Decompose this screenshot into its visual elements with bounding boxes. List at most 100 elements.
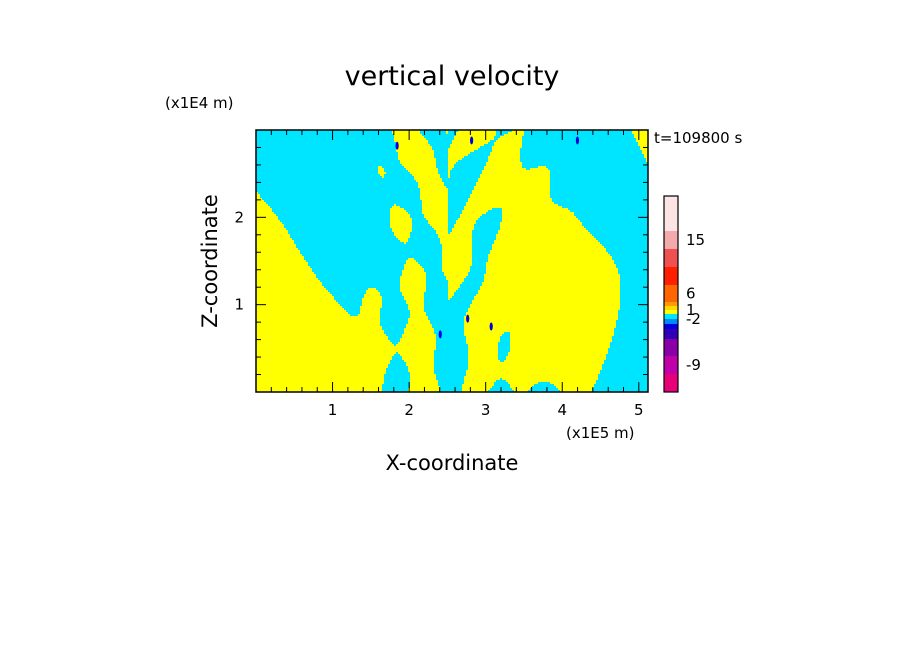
field-cell <box>442 270 470 272</box>
field-cell <box>256 300 336 302</box>
field-cell <box>476 184 550 186</box>
field-cell <box>436 230 448 232</box>
field-cell <box>462 384 494 386</box>
field-cell <box>448 166 454 168</box>
field-cell <box>448 158 462 160</box>
field-cell <box>466 374 598 376</box>
colorbar-swatch <box>664 231 678 249</box>
field-cell <box>486 262 614 264</box>
field-cell <box>256 206 270 208</box>
field-cell <box>452 142 488 144</box>
field-cell <box>404 330 434 332</box>
field-cell <box>470 194 550 196</box>
field-cell <box>464 332 504 334</box>
colorbar-label: -9 <box>686 356 701 374</box>
field-cell <box>256 384 382 386</box>
field-cell <box>404 166 436 168</box>
field-cell <box>410 316 428 318</box>
field-cell <box>636 138 648 140</box>
field-cell <box>400 286 426 288</box>
field-cell <box>256 380 384 382</box>
field-cell <box>422 204 448 206</box>
field-cell <box>400 282 426 284</box>
field-cell <box>496 140 522 142</box>
field-cell <box>360 306 382 308</box>
field-cell <box>422 210 448 212</box>
field-cell <box>448 172 450 174</box>
field-cell <box>256 296 334 298</box>
field-cell <box>464 324 616 326</box>
field-cell <box>478 292 620 294</box>
field-cell <box>404 298 424 300</box>
field-cell <box>456 132 496 134</box>
field-cell <box>430 224 448 226</box>
chart-title: vertical velocity <box>345 61 560 92</box>
field-cell <box>482 282 620 284</box>
field-cell <box>360 312 380 314</box>
field-cell <box>468 346 498 348</box>
field-cell <box>256 352 396 354</box>
field-cell <box>408 366 434 368</box>
field-cell <box>448 292 454 294</box>
field-cell <box>448 280 464 282</box>
field-blob <box>489 322 493 331</box>
field-cell <box>368 288 376 290</box>
field-cell <box>392 228 412 230</box>
field-cell <box>474 188 550 190</box>
field-cell <box>396 142 428 144</box>
field-cell <box>472 190 550 192</box>
field-cell <box>464 380 496 382</box>
field-cell <box>256 292 330 294</box>
field-cell <box>466 342 498 344</box>
field-cell <box>396 144 430 146</box>
field-cell <box>634 136 648 138</box>
field-cell <box>454 136 494 138</box>
field-cell <box>480 286 620 288</box>
field-blob <box>395 141 399 150</box>
field-cell <box>440 240 472 242</box>
colorbar-swatch <box>664 374 678 392</box>
field-cell <box>256 198 262 200</box>
field-cell <box>410 312 426 314</box>
field-cell <box>408 170 438 172</box>
field-cell <box>396 148 432 150</box>
field-cell <box>466 336 500 338</box>
field-cell <box>470 306 620 308</box>
field-cell <box>448 152 470 154</box>
field-cell <box>256 320 380 322</box>
field-cell <box>468 198 552 200</box>
field-cell <box>446 132 448 134</box>
field-cell <box>256 324 380 326</box>
colorbar-frame <box>663 195 679 393</box>
field-cell <box>500 222 582 224</box>
field-cell <box>256 232 288 234</box>
field-cell <box>466 204 558 206</box>
field-cell <box>256 246 296 248</box>
field-cell <box>466 202 554 204</box>
colorbar-swatch <box>664 339 678 356</box>
field-cell <box>256 378 384 380</box>
field-cell <box>442 268 470 270</box>
field-blob <box>575 136 580 145</box>
field-cell <box>256 208 272 210</box>
field-cell <box>422 206 448 208</box>
field-cell <box>448 168 452 170</box>
field-cell <box>466 370 600 372</box>
field-cell <box>486 164 522 166</box>
field-cell <box>456 220 476 222</box>
field-cell <box>390 216 410 218</box>
field-cell <box>444 272 468 274</box>
field-cell <box>460 216 480 218</box>
field-cell <box>472 302 620 304</box>
field-cell <box>408 304 424 306</box>
field-cell <box>396 150 434 152</box>
field-cell <box>400 240 408 242</box>
field-cell <box>406 362 434 364</box>
field-cell <box>406 324 432 326</box>
field-cell <box>424 214 448 216</box>
field-cell <box>256 362 390 364</box>
field-cell <box>464 318 618 320</box>
field-cell <box>256 226 284 228</box>
field-cell <box>256 350 434 352</box>
field-cell <box>492 246 604 248</box>
